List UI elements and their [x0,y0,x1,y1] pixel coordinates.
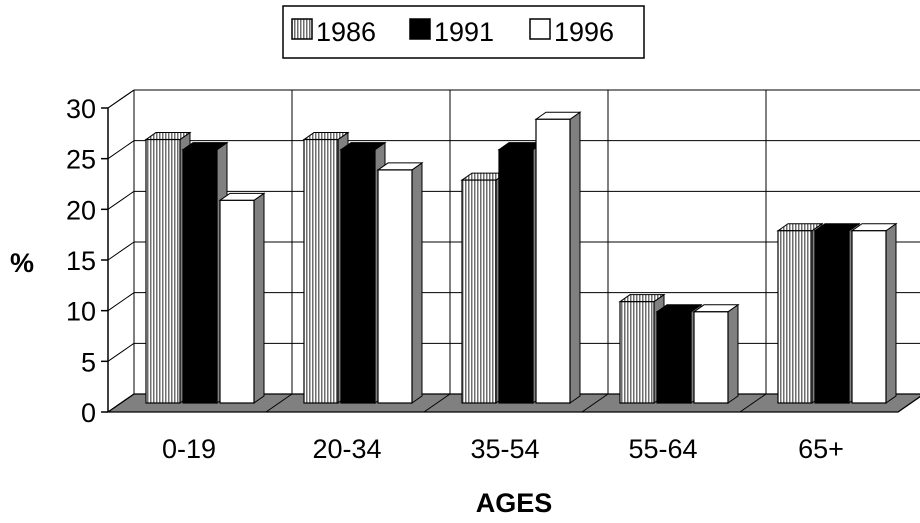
x-axis-title: AGES [476,488,553,518]
x-tick-label: 55-64 [628,434,697,464]
bar-1996-0-19-side [253,192,265,404]
floor-divider [265,393,293,413]
y-tick-label: 30 [66,94,96,124]
legend-swatch-1986 [291,18,313,40]
bar-1996-55-64-side [727,303,739,404]
bar-1991-55-64 [656,311,692,404]
floor-divider [739,393,767,413]
gridline-side [107,140,135,160]
bar-1996-20-34-side [411,161,423,404]
bar-1991-35-54 [498,149,534,404]
bar-1991-20-34 [340,149,376,404]
side-wall-top [107,89,135,109]
legend-label-1986: 1986 [316,17,376,47]
bar-1996-20-34 [377,169,413,404]
bar-1986-65+ [777,230,813,404]
bar-1986-55-64 [619,301,655,404]
y-tick-label: 15 [66,246,96,276]
gridline-side [107,241,135,261]
bar-1996-65+ [851,230,887,404]
legend: 1986 1991 1996 [282,5,645,59]
x-tick-label: 65+ [798,434,844,464]
bar-1986-35-54 [461,179,497,404]
bar-1996-65+-side [885,222,897,404]
y-axis-title: % [10,248,34,278]
legend-swatch-1991 [409,18,431,40]
floor-divider [423,393,451,413]
bar-1991-65+ [814,230,850,404]
floor-divider [107,393,135,413]
bar-1996-0-19 [219,199,255,404]
legend-swatch-1996 [529,18,551,40]
legend-label-1996: 1996 [554,17,614,47]
bar-1986-0-19 [145,138,181,404]
y-tick-label: 25 [66,145,96,175]
y-tick-label: 0 [81,398,96,428]
floor-divider [581,393,609,413]
bar-1986-20-34 [303,138,339,404]
x-tick-label: 35-54 [470,434,539,464]
gridline-side [107,342,135,362]
bar-1996-55-64 [693,311,729,404]
y-tick-label: 20 [66,195,96,225]
gridline-side [107,292,135,312]
bar-1991-0-19 [182,149,218,404]
x-tick-label: 20-34 [312,434,381,464]
y-tick-label: 10 [66,297,96,327]
x-tick-label: 0-19 [162,434,216,464]
legend-frame [282,5,645,59]
plot-area: 0 5 10 15 20 25 30 0-19 20-34 35-54 55-64 65+ [66,89,920,464]
y-tick-label: 5 [81,347,96,377]
bar-1996-35-54 [535,118,571,404]
legend-label-1991: 1991 [434,17,494,47]
gridline-side [107,190,135,210]
bar-1996-35-54-side [569,111,581,404]
